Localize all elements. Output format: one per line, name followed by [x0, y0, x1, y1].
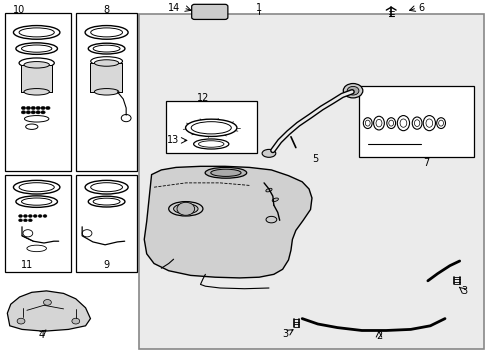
Circle shape	[41, 107, 45, 110]
Circle shape	[19, 219, 22, 222]
Circle shape	[46, 107, 50, 110]
Ellipse shape	[399, 119, 406, 127]
Text: 13: 13	[166, 135, 179, 145]
Circle shape	[38, 215, 42, 217]
Ellipse shape	[21, 198, 52, 205]
Ellipse shape	[262, 149, 275, 157]
Ellipse shape	[205, 167, 246, 178]
Bar	[90, 63, 122, 92]
Text: 7: 7	[423, 158, 428, 168]
Text: 3: 3	[282, 329, 287, 339]
Ellipse shape	[272, 198, 278, 202]
Ellipse shape	[265, 188, 271, 192]
Circle shape	[36, 107, 40, 110]
Circle shape	[23, 215, 27, 217]
Text: 4: 4	[39, 330, 44, 340]
Circle shape	[28, 215, 32, 217]
Bar	[76, 13, 137, 171]
Text: 8: 8	[103, 5, 109, 15]
Text: 5: 5	[312, 154, 318, 164]
Text: 6: 6	[418, 3, 424, 13]
Ellipse shape	[365, 120, 369, 126]
Ellipse shape	[91, 28, 122, 37]
Circle shape	[41, 111, 45, 114]
Ellipse shape	[202, 9, 217, 14]
Bar	[76, 175, 137, 272]
Ellipse shape	[414, 120, 419, 126]
Ellipse shape	[191, 122, 231, 134]
Circle shape	[36, 111, 40, 114]
Ellipse shape	[94, 60, 119, 66]
Circle shape	[31, 111, 35, 114]
Circle shape	[177, 202, 194, 215]
Ellipse shape	[210, 169, 241, 176]
Bar	[139, 14, 483, 349]
Circle shape	[21, 111, 25, 114]
Circle shape	[43, 215, 47, 217]
Text: 14: 14	[167, 3, 180, 13]
Bar	[166, 101, 256, 153]
Text: 9: 9	[103, 260, 109, 270]
Text: 3: 3	[461, 286, 467, 296]
Bar	[20, 65, 52, 92]
Ellipse shape	[94, 89, 119, 95]
Circle shape	[346, 86, 358, 95]
Circle shape	[343, 84, 362, 98]
Ellipse shape	[388, 120, 393, 126]
Text: 1: 1	[256, 3, 262, 13]
Circle shape	[21, 107, 25, 110]
Bar	[5, 13, 71, 171]
Ellipse shape	[93, 45, 120, 52]
Ellipse shape	[425, 119, 432, 127]
FancyBboxPatch shape	[191, 4, 227, 19]
Ellipse shape	[198, 141, 224, 147]
Circle shape	[19, 215, 22, 217]
Ellipse shape	[24, 89, 49, 95]
Polygon shape	[144, 166, 311, 278]
Ellipse shape	[24, 62, 49, 68]
Circle shape	[28, 219, 32, 222]
Text: 10: 10	[13, 5, 26, 15]
Ellipse shape	[19, 183, 54, 192]
Ellipse shape	[91, 183, 122, 192]
Circle shape	[33, 215, 37, 217]
Text: 2: 2	[375, 330, 381, 341]
Bar	[359, 86, 473, 157]
Circle shape	[26, 111, 30, 114]
Ellipse shape	[438, 120, 443, 126]
Ellipse shape	[375, 120, 381, 127]
Ellipse shape	[93, 198, 120, 205]
Text: 12: 12	[196, 93, 209, 103]
Circle shape	[31, 107, 35, 110]
Ellipse shape	[21, 45, 52, 52]
Circle shape	[26, 107, 30, 110]
Bar	[5, 175, 71, 272]
Ellipse shape	[173, 204, 198, 214]
Circle shape	[17, 318, 25, 324]
Polygon shape	[7, 291, 90, 331]
Circle shape	[23, 219, 27, 222]
Circle shape	[72, 318, 80, 324]
Ellipse shape	[19, 28, 54, 37]
Text: 11: 11	[20, 260, 33, 270]
Ellipse shape	[265, 216, 276, 223]
Circle shape	[43, 300, 51, 305]
